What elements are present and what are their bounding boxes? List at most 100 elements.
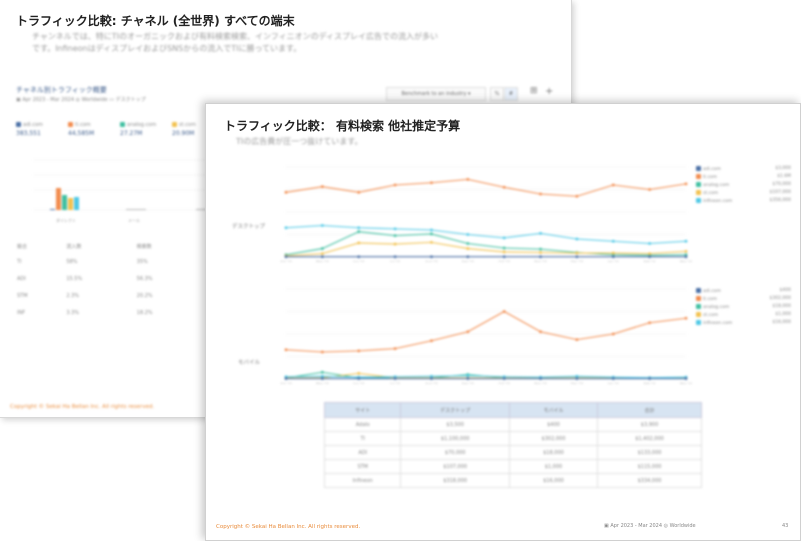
x-tick-label: Nov 23 <box>534 260 546 262</box>
table-header-cell: モバイル <box>508 402 599 418</box>
table-cell: ADI <box>17 275 26 282</box>
data-point <box>611 255 615 259</box>
region: Worldwide <box>81 97 108 103</box>
legend-item: st.com $1,000 <box>696 312 791 318</box>
data-point <box>575 377 579 380</box>
metric-card-site: ti.com <box>75 122 91 128</box>
front-slide[interactable]: トラフィック比較： 有料検索 他社推定予算 TIの広告費が圧一つ抜けています。 … <box>205 103 801 541</box>
data-point <box>320 252 324 256</box>
bar-group-label: メール <box>128 218 140 223</box>
x-tick-label: Oct 23 <box>498 382 510 384</box>
front-copyright: Copyright © Sekai Ha Bellan Inc. All rig… <box>216 524 361 530</box>
table-cell: $302,000 <box>508 431 599 446</box>
data-point <box>430 339 433 343</box>
legend-site: infineon.com <box>703 321 733 326</box>
data-point <box>357 377 361 380</box>
table-row: STM 2.3% 20.2% <box>16 287 206 304</box>
data-point <box>320 370 324 374</box>
table-cell: $3,500 <box>400 417 510 432</box>
metric-card-value: 20.90M <box>172 130 195 137</box>
section-title: チャネル別トラフィック概要 <box>16 86 107 94</box>
metric-card-site: adi.com <box>23 122 43 128</box>
front-slide-title: トラフィック比較： 有料検索 他社推定予算 <box>224 119 461 133</box>
data-point <box>502 377 506 380</box>
back-slide-title: トラフィック比較: チャネル (全世界) すべての端末 <box>16 14 295 28</box>
data-point <box>466 374 470 378</box>
table-cell: $3,900 <box>597 417 702 432</box>
legend-site: st.com <box>703 313 719 318</box>
table-cell: $318,000 <box>400 473 510 488</box>
data-point <box>393 347 397 351</box>
x-tick-label: Jul 23 <box>389 382 400 384</box>
data-point <box>502 185 506 189</box>
bar <box>74 197 79 210</box>
data-point <box>393 242 397 246</box>
data-point <box>648 377 652 380</box>
metric-card: adi.com 383,551 <box>16 122 43 137</box>
data-point <box>430 255 433 259</box>
back-filter-row: ▣ Apr 2023 - Mar 2024 ◎ Worldwide ▭ デスクト… <box>16 96 146 103</box>
legend-site: adi.com <box>703 167 721 172</box>
table-cell: $16,000 <box>508 473 599 488</box>
metric-card-site: analog.com <box>127 122 157 128</box>
table-row: ADI 15.5% 56.3% <box>16 270 206 287</box>
data-point <box>648 188 652 191</box>
table-header-cell: デスクトップ <box>400 402 510 418</box>
data-point <box>575 251 579 255</box>
data-point <box>684 316 688 320</box>
export-icon[interactable]: ⊞ <box>530 86 538 96</box>
data-point <box>430 240 433 244</box>
table-cell: 56.3% <box>136 275 153 282</box>
table-cell: $400 <box>508 417 599 432</box>
front-footer-filters: ▣ Apr 2023 - Mar 2024 ◎ Worldwide <box>604 523 696 529</box>
data-point <box>393 234 397 238</box>
date-range: Apr 2023 - Mar 2024 <box>22 97 75 103</box>
back-subtitle-line2: です。InfineonはディスプレイおよびSNSからの流入でTIに勝っています。 <box>32 44 302 53</box>
table-cell: 2.3% <box>66 292 80 299</box>
legend-site: st.com <box>703 191 719 196</box>
table-cell: ADI <box>323 445 402 460</box>
x-tick-label: Aug 23 <box>425 382 437 384</box>
legend-value: $18,000 <box>772 304 791 309</box>
metric-card-value: 27.27M <box>120 130 143 137</box>
data-point <box>648 321 652 325</box>
legend-item: adi.com $3,000 <box>696 166 791 172</box>
x-tick-label: Feb 24 <box>644 382 657 384</box>
x-tick-label: Apr 23 <box>280 260 292 262</box>
data-point <box>502 246 506 250</box>
bar <box>68 198 73 210</box>
legend-site: analog.com <box>703 305 730 310</box>
table-cell: Adalo <box>323 417 402 432</box>
x-tick-label: Mar 24 <box>680 382 693 384</box>
benchmark-dropdown[interactable]: Benchmark to an industry ▾ <box>386 87 486 101</box>
bar <box>62 195 67 210</box>
data-point <box>539 330 542 334</box>
data-point <box>466 247 470 250</box>
calendar-icon: ▣ <box>16 97 23 103</box>
table-cell: $70,000 <box>400 445 510 460</box>
table-cell: STM <box>323 459 402 474</box>
data-point <box>357 230 361 234</box>
legend-item: ti.com $302,000 <box>696 296 791 302</box>
legend-value: $302,000 <box>769 296 791 301</box>
toggle-number-button[interactable]: # <box>504 87 518 101</box>
legend-item: infineon.com $16,000 <box>696 320 791 326</box>
data-point <box>320 377 324 380</box>
table-cell: Infineon <box>323 473 402 488</box>
x-tick-label: Apr 23 <box>280 382 292 384</box>
table-cell: $1,000 <box>508 459 599 474</box>
metric-card-value: 44,585M <box>68 130 95 137</box>
toggle-percent-button[interactable]: % <box>490 87 504 101</box>
table-cell: 58% <box>66 258 78 265</box>
footer-date: Apr 2023 - Mar 2024 <box>610 523 663 529</box>
table-cell: 3.3% <box>66 309 80 316</box>
data-point <box>466 255 470 259</box>
data-point <box>466 242 470 245</box>
table-cell: $18,000 <box>508 445 599 460</box>
table-header-cell: サイト <box>323 402 402 418</box>
legend-item: analog.com $70,000 <box>696 182 791 188</box>
desktop-label: デスクトップ <box>232 224 266 230</box>
x-tick-label: Sep 23 <box>462 382 474 384</box>
data-point <box>320 374 324 378</box>
add-icon[interactable]: + <box>545 86 554 97</box>
